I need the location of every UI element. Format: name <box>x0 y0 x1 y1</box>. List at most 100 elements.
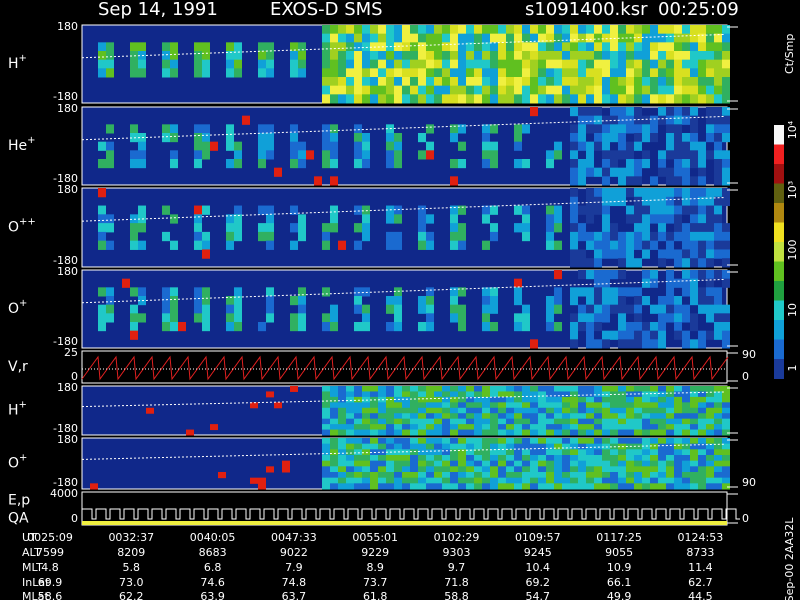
spectrogram-cell <box>418 51 426 61</box>
table-cell: 0047:33 <box>271 531 317 544</box>
spectrogram-cell <box>618 85 626 95</box>
spectrogram-cell <box>642 205 650 215</box>
spectrogram-cell <box>226 51 234 61</box>
spectrogram-cell <box>674 231 682 242</box>
spectrogram-cell <box>618 141 626 151</box>
spectrogram-cell <box>226 304 234 314</box>
spectrogram-cell <box>378 443 386 450</box>
spectrogram-cell <box>698 429 706 436</box>
spectrogram-cell <box>258 159 266 169</box>
spectrogram-cell <box>194 59 202 69</box>
spectrogram-cell <box>450 42 458 52</box>
spectrogram-cell <box>554 322 562 332</box>
spectrogram-cell <box>538 449 546 456</box>
y-bottom-label: -180 <box>53 476 78 489</box>
spectrogram-cell <box>722 339 730 349</box>
spectrogram-cell <box>474 424 482 431</box>
spectrogram-cell <box>330 402 338 409</box>
spectrogram-cell <box>634 25 642 35</box>
spectrogram-cell <box>106 51 114 61</box>
spectrogram-cell <box>354 150 362 160</box>
spectrogram-cell <box>594 418 602 425</box>
spectrogram-cell <box>658 188 666 198</box>
spectrogram-cell <box>570 438 578 445</box>
spectrogram-cell <box>706 455 714 462</box>
spectrogram-cell <box>386 133 394 143</box>
spectrogram-cell <box>522 33 530 43</box>
spectrogram-cell <box>402 407 410 414</box>
spectrogram-cell <box>506 477 514 484</box>
spectrogram-cell <box>618 77 626 87</box>
spectrogram-cell <box>354 159 362 169</box>
spectrogram-cell <box>434 429 442 436</box>
spectrogram-cell <box>330 141 338 151</box>
spectrogram-cell <box>690 133 698 143</box>
spectrogram-cell <box>298 51 306 61</box>
spectrogram-cell <box>522 429 530 436</box>
spectrogram-cell <box>458 33 466 43</box>
spectrogram-cell <box>626 124 634 134</box>
spectrogram-cell <box>370 33 378 43</box>
spectrogram-cell <box>658 115 666 125</box>
spectrogram-cell <box>714 402 722 409</box>
spectrogram-cell <box>450 472 458 479</box>
spectrogram-cell <box>402 94 410 104</box>
spectrogram-cell <box>442 85 450 95</box>
spectrogram-cell <box>602 386 610 392</box>
spectrogram-cell <box>674 196 682 207</box>
spectrogram-cell <box>706 124 714 134</box>
spectrogram-cell <box>138 59 146 69</box>
spectrogram-cell <box>490 223 498 233</box>
spectrogram-cell <box>354 483 362 490</box>
spectrogram-cell <box>546 33 554 43</box>
spectrogram-cell <box>514 51 522 61</box>
spectrogram-cell <box>506 418 514 425</box>
spectrogram-cell <box>666 42 674 52</box>
spectrogram-cell <box>706 443 714 450</box>
spectrogram-cell <box>554 304 562 314</box>
spectrogram-cell <box>666 94 674 104</box>
spectrogram-cell <box>618 449 626 456</box>
spectrogram-cell <box>362 313 370 323</box>
spectrogram-cell <box>466 33 474 43</box>
spectrogram-cell <box>194 313 202 323</box>
spectrogram-cell <box>386 429 394 436</box>
spectrogram-cell <box>722 124 730 134</box>
spectrogram-cell <box>458 205 466 215</box>
spectrogram-cell <box>706 115 714 125</box>
spectrogram-cell <box>338 51 346 61</box>
spectrogram-cell <box>666 77 674 87</box>
spectrogram-cell <box>458 386 466 392</box>
spectrogram-cell <box>298 59 306 69</box>
spectrogram-cell <box>362 386 370 392</box>
spectrogram-cell <box>714 124 722 134</box>
spectrogram-cell <box>674 124 682 134</box>
spectrogram-cell <box>658 386 666 392</box>
spectrogram-cell <box>610 304 618 314</box>
spectrogram-cell <box>394 472 402 479</box>
spectrogram-cell <box>666 51 674 61</box>
spectrogram-cell <box>298 141 306 151</box>
spectrogram-cell <box>682 418 690 425</box>
spectrogram-cell <box>370 391 378 398</box>
spectrogram-cell <box>298 223 306 233</box>
spectrogram-cell <box>322 77 330 87</box>
spectrogram-cell <box>266 287 274 297</box>
spectrogram-cell <box>698 33 706 43</box>
spectrogram-cell <box>642 214 650 224</box>
spectrogram-cell <box>514 429 522 436</box>
spectrogram-cell <box>418 304 426 314</box>
spectrogram-cell <box>122 278 130 288</box>
spectrogram-cell <box>634 68 642 78</box>
spectrogram-cell <box>642 391 650 398</box>
spectrogram-cell <box>682 231 690 242</box>
spectrogram-cell <box>618 296 626 306</box>
spectrogram-cell <box>714 466 722 473</box>
spectrogram-cell <box>378 85 386 95</box>
spectrogram-cell <box>402 466 410 473</box>
spectrogram-cell <box>378 33 386 43</box>
spectrogram-cell <box>682 159 690 169</box>
spectrogram-cell <box>418 483 426 490</box>
spectrogram-cell <box>170 287 178 297</box>
spectrogram-cell <box>722 94 730 104</box>
